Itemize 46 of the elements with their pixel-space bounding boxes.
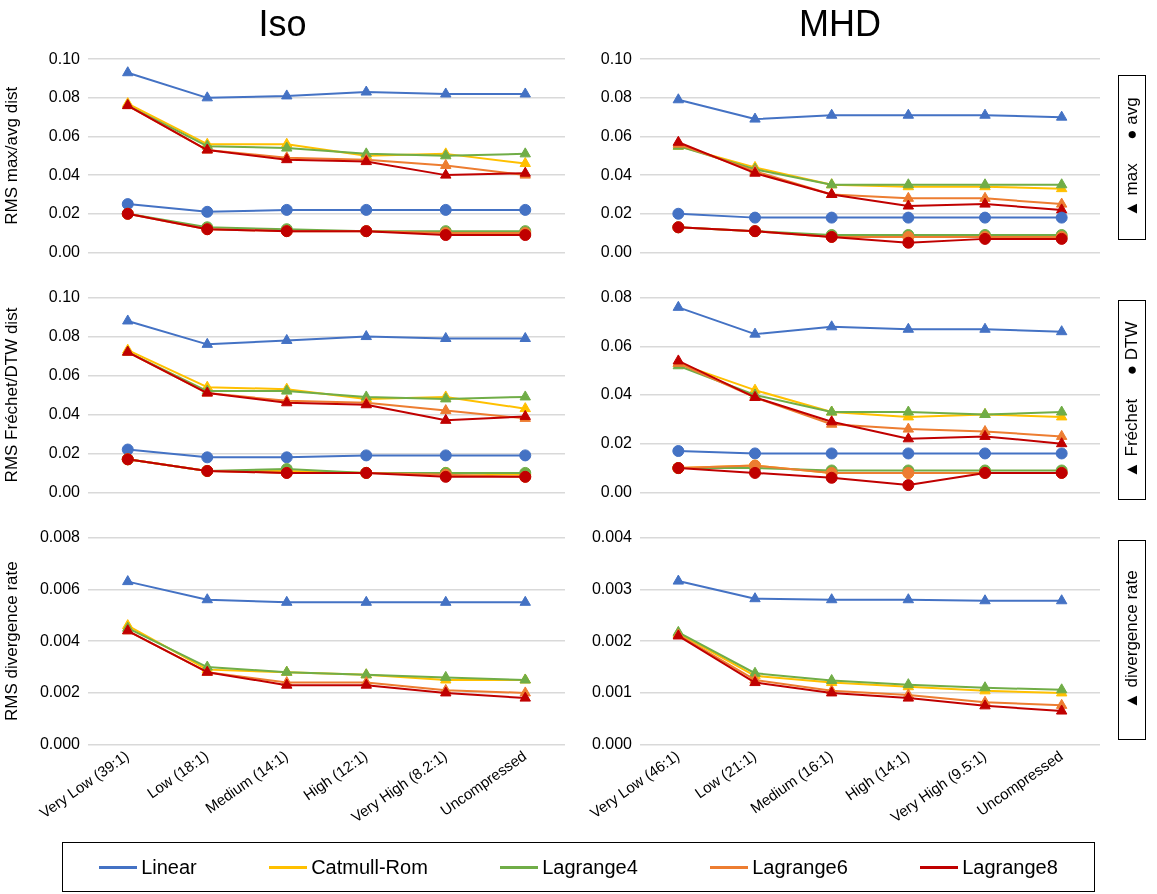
y-tick-label: 0.06 [48,365,81,383]
y-tick-label: 0.04 [48,165,81,183]
y-tick-label: 0.08 [48,88,81,106]
y-tick-label: 0.08 [600,88,633,106]
y-tick-label: 0.002 [591,631,633,649]
y-tick-label: 0.02 [48,443,81,461]
y-tick-label: 0.02 [600,204,633,222]
y2-axis-title: ▲ Fréchet ● DTW [1118,300,1146,500]
y-tick-label: 0.004 [591,528,633,546]
y-tick-label: 0.002 [39,683,81,701]
y-tick-label: 0.02 [48,204,81,222]
y-tick-label: 0.00 [48,242,81,260]
y-tick-label: 0.06 [600,126,633,144]
y-tick-label: 0.02 [600,434,633,452]
y-axis-title: RMS Fréchet/DTW dist [1,307,21,483]
legend-label: Lagrange6 [752,855,848,879]
y-tick-label: 0.008 [39,528,81,546]
y-tick-label: 0.000 [591,735,633,753]
y-tick-label: 0.003 [591,579,633,597]
y-tick-label: 0.06 [48,126,81,144]
y2-axis-title: ▲ divergence rate [1118,540,1146,740]
legend-label: Lagrange8 [962,855,1058,879]
y-tick-label: 0.006 [39,579,81,597]
y-tick-label: 0.08 [600,288,633,306]
legend-label: Lagrange4 [542,855,638,879]
y-tick-label: 0.04 [48,404,81,422]
chart-title: Iso [258,2,307,44]
y-tick-label: 0.06 [600,336,633,354]
y-axis-title: RMS max/avg dist [1,86,21,225]
y-tick-label: 0.08 [48,326,81,344]
y-tick-label: 0.001 [591,683,633,701]
y-tick-label: 0.10 [600,49,633,67]
chart-title: MHD [799,2,881,44]
y-tick-label: 0.10 [48,288,81,306]
y-axis-title: RMS divergence rate [1,561,21,721]
y-tick-label: 0.000 [39,735,81,753]
legend-label: Catmull-Rom [311,855,428,879]
y-tick-label: 0.00 [600,242,633,260]
y-tick-label: 0.004 [39,631,81,649]
y-tick-label: 0.00 [600,482,633,500]
y-tick-label: 0.00 [48,482,81,500]
y-tick-label: 0.10 [48,49,81,67]
y2-axis-title: ▲ max ● avg [1118,75,1146,240]
y-tick-label: 0.04 [600,385,633,403]
y-tick-label: 0.04 [600,165,633,183]
legend-label: Linear [141,855,197,879]
